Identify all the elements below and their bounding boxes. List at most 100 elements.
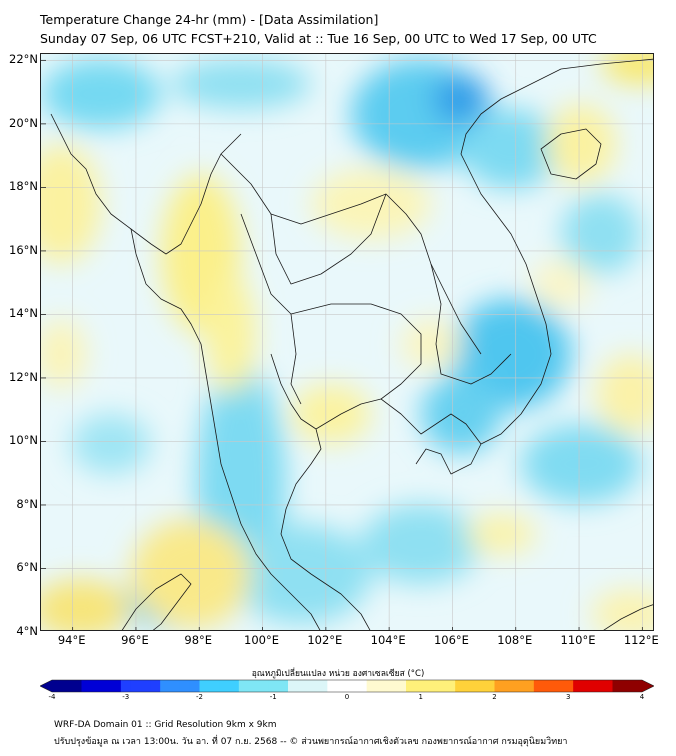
- colorbar-segment: [61, 680, 73, 692]
- lat-label: 10°N: [9, 433, 38, 448]
- colorbar-segment: [307, 680, 318, 692]
- axis-ticks: [41, 59, 643, 630]
- lon-label: 108°E: [497, 633, 533, 647]
- colorbar-outline: [40, 679, 654, 693]
- colorbar-segment: [52, 680, 63, 692]
- graticule: [41, 54, 653, 630]
- map-panel[interactable]: [40, 53, 654, 631]
- colorbar-segment: [347, 680, 358, 692]
- colorbar-segment: [229, 680, 240, 692]
- colorbar-segment: [356, 680, 368, 692]
- colorbar-segment: [622, 680, 633, 692]
- lon-label: 112°E: [623, 633, 659, 647]
- colorbar-tick-label: -2: [196, 693, 203, 701]
- colorbar-segment: [435, 680, 446, 692]
- footer-credit: ปรับปรุงข้อมูล ณ เวลา 13:00น. วัน อา. ที…: [54, 737, 568, 747]
- colorbar-segment: [632, 680, 643, 692]
- colorbar-segment: [209, 680, 220, 692]
- colorbar-segment: [91, 680, 102, 692]
- colorbar-tick-label: -3: [122, 693, 130, 701]
- colorbar-segment: [81, 680, 92, 692]
- colorbar-segment: [258, 680, 269, 692]
- coastlines-borders: [50, 58, 653, 630]
- colorbar-segment: [592, 680, 604, 692]
- colorbar-segment: [474, 680, 486, 692]
- colorbar-label: อุณหภูมิเปลี่ยนแปลง หน่วย องศาเซลเซียส (…: [251, 669, 425, 679]
- colorbar-segment: [563, 680, 574, 692]
- colorbar-tick-label: 2: [492, 693, 497, 701]
- colorbar-segment: [160, 680, 171, 692]
- colorbar-segment: [366, 680, 377, 692]
- colorbar-segment: [504, 680, 515, 692]
- colorbar-segment: [583, 680, 594, 692]
- colorbar-segment: [415, 680, 427, 692]
- colorbar-tick-label: -4: [48, 693, 56, 701]
- lon-label: 106°E: [433, 633, 469, 647]
- colorbar-segment: [219, 680, 230, 692]
- colorbar-segment: [199, 680, 210, 692]
- colorbar-segment: [533, 680, 545, 692]
- lat-label: 20°N: [9, 115, 38, 130]
- lon-label: 104°E: [370, 633, 406, 647]
- colorbar-segment: [465, 680, 476, 692]
- colorbar-segment: [317, 680, 328, 692]
- colorbar-tick-label: 3: [566, 693, 571, 701]
- lat-label: 22°N: [9, 52, 38, 67]
- lat-label: 14°N: [9, 306, 38, 321]
- map-title: Temperature Change 24-hr (mm) - [Data As…: [40, 12, 379, 27]
- colorbar-segment: [120, 680, 132, 692]
- lon-label: 100°E: [244, 633, 280, 647]
- colorbar-segment: [406, 680, 417, 692]
- colorbar-segment: [130, 680, 141, 692]
- colorbar-tick-label: 4: [639, 693, 645, 701]
- colorbar-max-arrow: [642, 680, 654, 692]
- colorbar-segment: [140, 680, 151, 692]
- colorbar-segment: [425, 680, 436, 692]
- colorbar-segment: [524, 680, 535, 692]
- colorbar-segment: [602, 680, 613, 692]
- colorbar-segment: [455, 680, 466, 692]
- colorbar-segment: [268, 680, 279, 692]
- colorbar-tick-label: -1: [269, 693, 277, 701]
- colorbar-segment: [494, 680, 505, 692]
- colorbar-segment: [553, 680, 564, 692]
- colorbar-segment: [278, 680, 289, 692]
- colorbar-segment: [573, 680, 584, 692]
- colorbar-segment: [248, 680, 259, 692]
- temperature-field: [41, 54, 653, 630]
- footer-model-info: WRF-DA Domain 01 :: Grid Resolution 9km …: [54, 720, 277, 730]
- colorbar-min-arrow: [40, 680, 52, 692]
- lat-label: 4°N: [16, 624, 38, 638]
- map-subtitle: Sunday 07 Sep, 06 UTC FCST+210, Valid at…: [40, 31, 597, 46]
- colorbar-segment: [288, 680, 299, 692]
- colorbar-segment: [445, 680, 456, 692]
- colorbar-segment: [376, 680, 387, 692]
- colorbar-tick-label: 1: [418, 693, 423, 701]
- colorbar-tick-label: 0: [344, 693, 350, 701]
- lat-label: 16°N: [9, 242, 38, 257]
- colorbar-segment: [543, 680, 554, 692]
- colorbar-segment: [101, 680, 112, 692]
- lon-label: 102°E: [307, 633, 343, 647]
- colorbar-segment: [189, 680, 200, 692]
- lon-label: 110°E: [560, 633, 596, 647]
- colorbar-segment: [71, 680, 82, 692]
- lat-label: 8°N: [16, 496, 38, 511]
- temperature-change-map: [41, 54, 653, 630]
- colorbar-segment: [297, 680, 309, 692]
- colorbar-segment: [386, 680, 397, 692]
- colorbar-segment: [612, 680, 623, 692]
- colorbar-segment: [337, 680, 348, 692]
- colorbar-segment: [170, 680, 181, 692]
- lon-label: 96°E: [121, 633, 149, 647]
- colorbar-segment: [150, 680, 161, 692]
- colorbar-segment: [514, 680, 525, 692]
- colorbar-segment: [327, 680, 338, 692]
- colorbar-segment: [111, 680, 122, 692]
- lon-label: 94°E: [57, 633, 86, 647]
- lat-label: 18°N: [9, 179, 38, 194]
- lat-label: 12°N: [9, 369, 38, 384]
- colorbar-segment: [238, 680, 250, 692]
- colorbar-segment: [396, 680, 407, 692]
- colorbar-segment: [484, 680, 495, 692]
